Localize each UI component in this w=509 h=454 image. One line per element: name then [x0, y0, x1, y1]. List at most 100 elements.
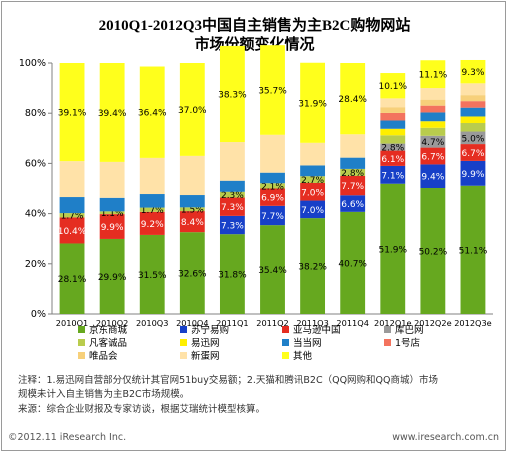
bar-segment — [380, 183, 406, 314]
bar-segment — [179, 211, 205, 233]
chart-note-line1: 注释：1.易迅网自营部分仅统计其官网51buy交易额；2.天猫和腾讯B2C（QQ… — [18, 375, 438, 386]
bar-segment — [219, 197, 245, 216]
bar-segment — [380, 150, 406, 166]
bar-segment — [460, 122, 486, 132]
bar-segment — [380, 112, 406, 121]
bar-segment — [420, 127, 446, 136]
bar-segment — [219, 215, 245, 235]
x-tick-label: 2010Q1 — [56, 318, 89, 328]
data-label: 7.0% — [301, 188, 324, 198]
bar-segment — [59, 217, 85, 244]
y-tick-label: 100% — [19, 58, 46, 69]
data-label: 2.1% — [261, 182, 284, 192]
data-label: 28.4% — [338, 95, 367, 105]
bar-segment — [300, 62, 326, 143]
data-label: 2.8% — [341, 169, 364, 179]
x-tick-label: 2011Q3 — [296, 318, 329, 328]
data-label: 51.9% — [378, 245, 407, 255]
bar-segment — [139, 157, 165, 195]
legend-swatch — [384, 326, 391, 333]
bar-segment — [260, 134, 285, 173]
data-label: 35.4% — [258, 266, 287, 276]
bar-segment — [340, 134, 366, 158]
data-label: 6.7% — [421, 152, 444, 162]
legend-label: 唯品会 — [89, 350, 118, 362]
bar-segment — [420, 105, 446, 113]
bar-segment — [99, 211, 125, 215]
bar-segment — [300, 142, 326, 166]
legend-label: 当当网 — [293, 337, 322, 349]
bar-segment — [59, 197, 85, 214]
data-label: 29.9% — [98, 273, 127, 283]
legend-label: 其他 — [293, 350, 313, 362]
bar-segment — [99, 238, 125, 314]
bar-segment — [380, 128, 406, 136]
y-tick-label: 60% — [25, 158, 46, 169]
data-label: 9.9% — [101, 223, 124, 233]
legend-label: 易迅网 — [191, 338, 220, 349]
bar-segment — [260, 225, 285, 314]
legend-swatch — [180, 326, 187, 333]
bar-segment — [460, 59, 486, 84]
bar-segment — [420, 135, 446, 148]
bar-segment — [420, 121, 446, 128]
x-tick-label: 2011Q4 — [336, 318, 369, 328]
footer-copyright: ©2012.11 iResearch Inc. — [8, 432, 127, 443]
legend-swatch — [180, 339, 187, 346]
data-label: 50.2% — [419, 247, 448, 257]
chart-note-line2: 规模未计入自主销售为主B2C市场规模。 — [18, 389, 190, 400]
data-label: 11.1% — [419, 71, 448, 81]
bar-segment — [300, 182, 326, 201]
bar-segment — [380, 73, 406, 99]
data-label: 32.6% — [178, 270, 207, 280]
data-label: 7.7% — [341, 182, 364, 192]
bar-segment — [59, 213, 85, 218]
bar-segment — [59, 161, 85, 198]
bar-segment — [340, 195, 366, 212]
x-tick-label: 2010Q4 — [176, 318, 209, 328]
data-label: 6.7% — [462, 149, 485, 159]
bar-segment — [460, 107, 486, 117]
data-label: 2.3% — [221, 191, 244, 201]
bar-segment — [420, 88, 446, 100]
bar-segment — [460, 95, 486, 102]
bar-segment — [420, 112, 446, 122]
bar-segment — [219, 45, 245, 143]
x-tick-label: 2012Q1e — [374, 318, 412, 328]
bar-segment — [139, 66, 165, 158]
bar-segment — [340, 63, 366, 135]
bar-segment — [139, 194, 165, 208]
bar-segment — [420, 187, 446, 314]
legend-swatch — [282, 326, 289, 333]
y-tick-label: 80% — [25, 108, 46, 119]
bar-segment — [380, 107, 406, 113]
bar-segment — [340, 175, 366, 196]
data-label: 4.7% — [421, 138, 444, 148]
bar-segment — [179, 232, 205, 314]
bar-segment — [139, 211, 165, 235]
data-label: 10.1% — [378, 82, 407, 92]
bar-segment — [460, 101, 486, 108]
bar-segment — [340, 168, 366, 176]
bar-segment — [380, 165, 406, 184]
data-label: 31.5% — [138, 271, 167, 281]
data-label: 39.4% — [98, 109, 127, 119]
footer-website: www.iresearch.com.cn — [392, 432, 499, 443]
y-tick-label: 0% — [31, 309, 46, 320]
data-label: 31.8% — [218, 271, 247, 281]
bar-segment — [420, 99, 446, 106]
data-label: 51.1% — [459, 246, 488, 256]
data-label: 35.7% — [258, 86, 287, 96]
chart-source: 来源：综合企业财报及专家访谈，根据艾瑞统计模型核算。 — [18, 404, 266, 415]
data-label: 6.9% — [261, 194, 284, 204]
chart-title: 2010Q1-2012Q3中国自主销售为主B2C购物网站 — [98, 18, 411, 34]
bar-segment — [99, 161, 125, 198]
legend-swatch — [78, 326, 85, 333]
x-tick-label: 2012Q2e — [414, 318, 452, 328]
bar-segment — [460, 160, 486, 186]
data-label: 5.0% — [462, 134, 485, 144]
data-label: 2.7% — [301, 176, 324, 186]
data-label: 38.2% — [298, 263, 327, 273]
legend-label: 新蛋网 — [191, 350, 220, 362]
data-label: 7.3% — [221, 203, 244, 213]
